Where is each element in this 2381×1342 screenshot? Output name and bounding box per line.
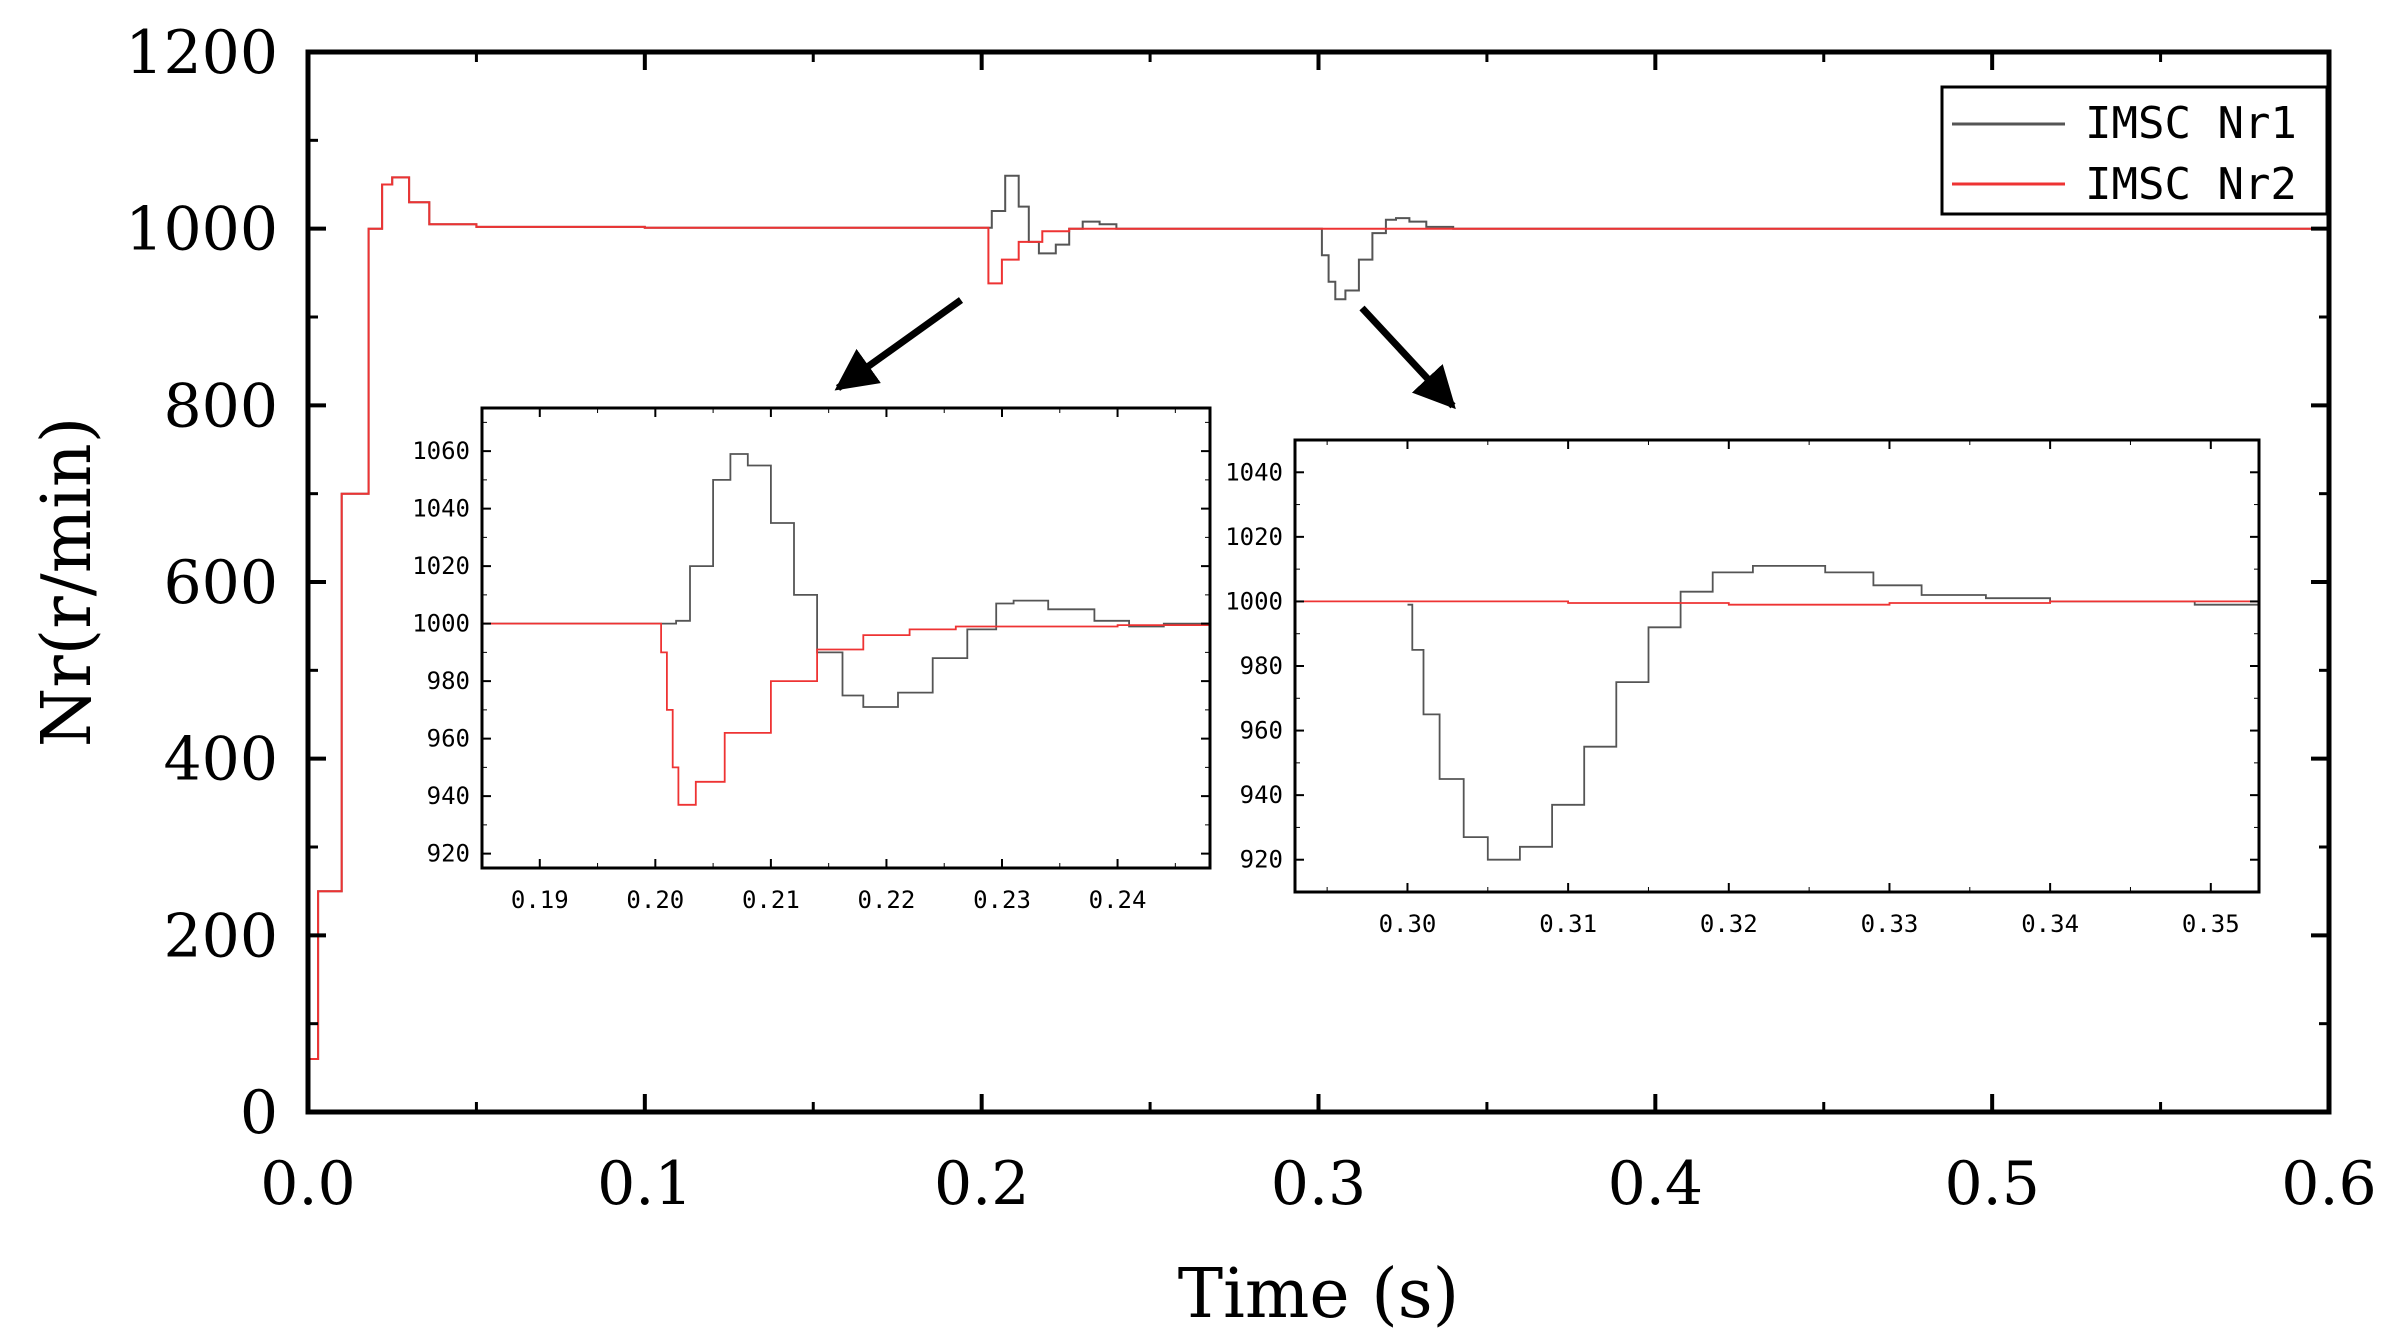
y-tick-label: 1040 [1225,458,1283,486]
inset-plot-1: 0.19 0.20 0.21 0.22 0.23 0.24 920 940 960 980 1000… [412,406,1212,914]
x-tick-label: 0.6 [2281,1149,2376,1219]
series-line-2 [308,176,2329,1060]
legend-label-nr2: IMSC Nr2 [2085,159,2297,210]
x-tick-label: 0.3 [1271,1149,1366,1219]
y-tick-label: 920 [1240,846,1283,874]
y-tick-label: 1020 [412,552,470,580]
y-tick-label: 940 [427,782,470,810]
y-tick-label: 1060 [412,437,470,465]
y-tick-label: 400 [163,725,278,795]
y-tick-label: 600 [163,548,278,618]
x-tick-label: 0.30 [1379,910,1437,938]
x-tick-label: 0.5 [1944,1149,2039,1219]
y-tick-label: 1040 [412,495,470,523]
x-tick-label: 0.33 [1861,910,1919,938]
y-tick-label: 980 [1240,652,1283,680]
inset-plot-2: 0.30 0.31 0.32 0.33 0.34 0.35 920 940 960 980 1000… [1225,438,2261,938]
series-line-2 [482,622,1210,806]
y-tick-label: 1000 [412,610,470,638]
x-tick-label: 0.4 [1608,1149,1703,1219]
x-tick-label: 0.34 [2021,910,2079,938]
x-tick-label: 0.24 [1089,886,1147,914]
x-axis-title: Time (s) [1178,1255,1459,1334]
y-tick-label: 920 [427,840,470,868]
x-tick-label: 0.35 [2182,910,2240,938]
x-tick-label: 0.31 [1539,910,1597,938]
series-line-2 [1295,600,2259,606]
series-line-1 [482,453,1210,708]
y-tick-label: 980 [427,667,470,695]
legend-label-nr1: IMSC Nr1 [2085,98,2297,149]
y-tick-label: 800 [163,371,278,441]
x-tick-label: 0.2 [934,1149,1029,1219]
y-tick-label: 1200 [125,18,278,88]
zoom-arrow-left [834,297,964,391]
y-tick-label: 1020 [1225,523,1283,551]
x-tick-label: 0.23 [973,886,1031,914]
y-tick-label: 940 [1240,781,1283,809]
zoom-arrow-right [1359,305,1456,410]
legend: IMSC Nr1 IMSC Nr2 [1940,85,2329,216]
y-tick-label: 960 [427,725,470,753]
x-tick-label: 0.1 [597,1149,692,1219]
y-tick-label: 200 [163,901,278,971]
x-tick-label: 0.20 [626,886,684,914]
y-tick-label: 1000 [1225,587,1283,615]
x-tick-label: 0.21 [742,886,800,914]
x-tick-label: 0.32 [1700,910,1758,938]
y-tick-label: 0 [240,1078,278,1148]
y-axis-title: Nr(r/min) [28,417,107,748]
x-tick-label: 0.0 [260,1149,355,1219]
y-tick-label: 1000 [125,195,278,265]
x-tick-label: 0.22 [858,886,916,914]
series-line-1 [1407,565,2259,861]
x-tick-label: 0.19 [511,886,569,914]
y-tick-label: 960 [1240,717,1283,745]
